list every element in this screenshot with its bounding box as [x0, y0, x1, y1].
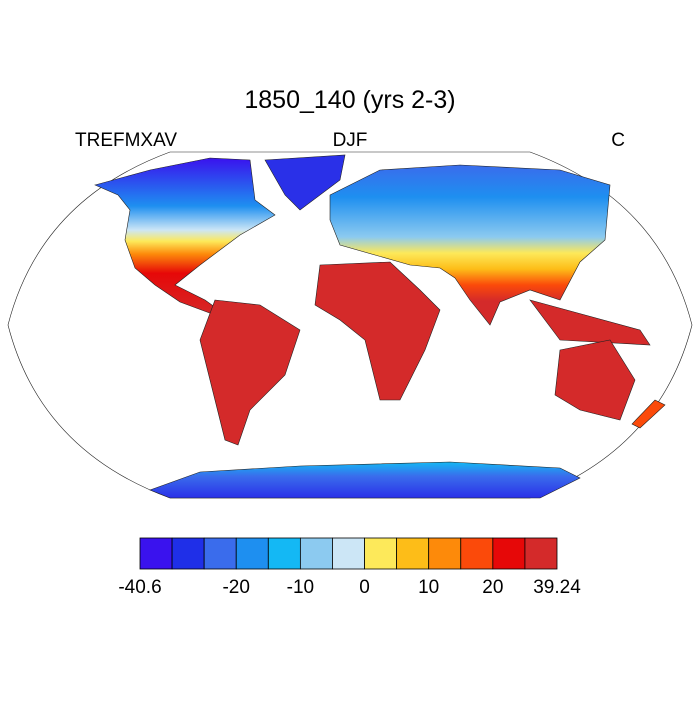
colorbar-box	[171, 537, 205, 570]
map	[7, 151, 693, 499]
colorbar: -40.6 -20 -10 0 10 20 39.24	[118, 537, 581, 598]
colorbar-box	[332, 537, 365, 570]
antarctica	[149, 461, 581, 499]
colorbar-box	[267, 537, 301, 570]
colorbar-label: 39.24	[533, 577, 581, 598]
units-label: C	[611, 130, 625, 151]
colorbar-box	[396, 537, 430, 570]
africa	[314, 261, 441, 401]
colorbar-box	[492, 537, 526, 570]
greenland	[264, 154, 346, 211]
north-america	[94, 157, 276, 319]
maritime-asia	[529, 299, 651, 346]
australia	[554, 339, 636, 421]
colorbar-label: -40.6	[118, 577, 161, 598]
eurasia	[329, 164, 611, 326]
colorbar-label: 0	[359, 577, 370, 598]
colorbar-label: -10	[287, 577, 314, 598]
colorbar-box	[364, 537, 398, 570]
colorbar-box	[299, 537, 333, 570]
colorbar-box	[460, 537, 494, 570]
colorbar-label: 10	[418, 577, 439, 598]
colorbar-box	[139, 537, 173, 570]
colorbar-box	[524, 537, 558, 570]
new-zealand	[631, 399, 666, 429]
colorbar-box	[203, 537, 237, 570]
south-america	[199, 299, 301, 446]
season-label: DJF	[333, 130, 368, 151]
title: 1850_140 (yrs 2-3)	[244, 86, 455, 114]
variable-label: TREFMXAV	[75, 130, 177, 151]
colorbar-label: -20	[222, 577, 249, 598]
colorbar-label: 20	[482, 577, 503, 598]
colorbar-box	[235, 537, 269, 570]
colorbar-box	[428, 537, 462, 570]
